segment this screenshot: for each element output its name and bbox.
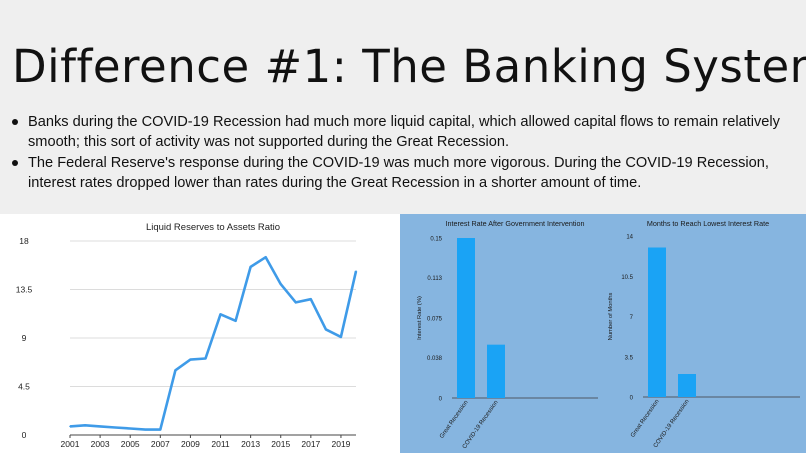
y-tick-label: 4.5 (18, 382, 30, 392)
slide-title: Difference #1: The Banking System (12, 40, 806, 93)
x-tick-label: 2015 (271, 439, 290, 449)
x-category-label: COVID-19 Recession (462, 400, 500, 450)
chart-title: Liquid Reserves to Assets Ratio (146, 222, 280, 233)
data-point (189, 358, 192, 361)
data-point (264, 256, 267, 258)
x-category-label: COVID-19 Recession (653, 399, 691, 449)
x-tick-label: 2003 (91, 439, 110, 449)
bar (648, 247, 666, 397)
bullet-list: Banks during the COVID-19 Recession had … (10, 112, 800, 194)
x-tick-label: 2009 (181, 439, 200, 449)
data-point (99, 425, 101, 428)
x-category-label: Great Recession (439, 400, 470, 440)
interest-rate-chart: Interest Rate After Government Intervent… (417, 219, 598, 450)
interest-rate-panel: Interest Rate After Government Intervent… (400, 214, 806, 453)
bar (678, 374, 696, 397)
data-point (340, 336, 342, 338)
data-point (69, 425, 71, 428)
x-tick-label: 2017 (301, 439, 320, 449)
y-axis-title: Interest Rate (%) (417, 296, 423, 340)
liquid-reserves-chart: Liquid Reserves to Assets Ratio 0 4.5 9 13.5… (16, 222, 358, 449)
y-tick-label: 9 (22, 333, 27, 343)
y-tick-label: 0.15 (430, 237, 442, 243)
data-point (234, 319, 237, 322)
series-line (69, 255, 358, 431)
y-tick-label: 7 (630, 315, 634, 321)
bar (487, 344, 505, 398)
x-tick-label: 2001 (61, 439, 80, 449)
data-point (114, 426, 116, 429)
x-tick-label: 2011 (211, 439, 230, 449)
data-point (325, 328, 327, 331)
y-tick-label: 10.5 (621, 275, 633, 281)
data-point (84, 424, 86, 427)
months-to-lowest-chart: Months to Reach Lowest Interest Rate Numb… (608, 219, 800, 449)
chart-title: Months to Reach Lowest Interest Rate (647, 219, 769, 228)
bar (457, 238, 475, 398)
y-tick-label: 0.075 (427, 317, 443, 323)
data-point (310, 298, 312, 300)
data-point (355, 270, 357, 272)
y-tick-label: 13.5 (16, 285, 33, 295)
y-tick-label: 0 (439, 397, 443, 403)
x-category-label: Great Recession (630, 399, 661, 439)
x-tick-label: 2019 (331, 439, 350, 449)
y-tick-label: 0 (22, 430, 27, 440)
data-point (249, 266, 252, 268)
data-point (204, 357, 207, 360)
data-point (294, 301, 297, 304)
data-point (279, 283, 282, 285)
data-point (219, 313, 222, 316)
data-point (144, 428, 147, 431)
y-axis-title: Number of Months (608, 293, 614, 341)
y-tick-label: 14 (626, 235, 633, 241)
bullet-item: Banks during the COVID-19 Recession had … (10, 112, 800, 152)
liquid-reserves-panel: Liquid Reserves to Assets Ratio 0 4.5 9 13.5… (0, 214, 400, 453)
data-point (174, 369, 177, 372)
chart-title: Interest Rate After Government Intervent… (445, 219, 584, 228)
y-tick-label: 0.038 (427, 356, 443, 362)
y-tick-label: 18 (19, 236, 29, 246)
data-point (129, 427, 132, 430)
x-tick-label: 2013 (241, 439, 260, 449)
y-tick-label: 0.113 (427, 276, 442, 282)
x-tick-label: 2007 (151, 439, 170, 449)
bullet-item: The Federal Reserve's response during th… (10, 153, 800, 193)
y-tick-label: 3.5 (625, 355, 634, 361)
data-point (159, 428, 162, 431)
x-tick-label: 2005 (121, 439, 140, 449)
y-tick-label: 0 (630, 396, 634, 402)
